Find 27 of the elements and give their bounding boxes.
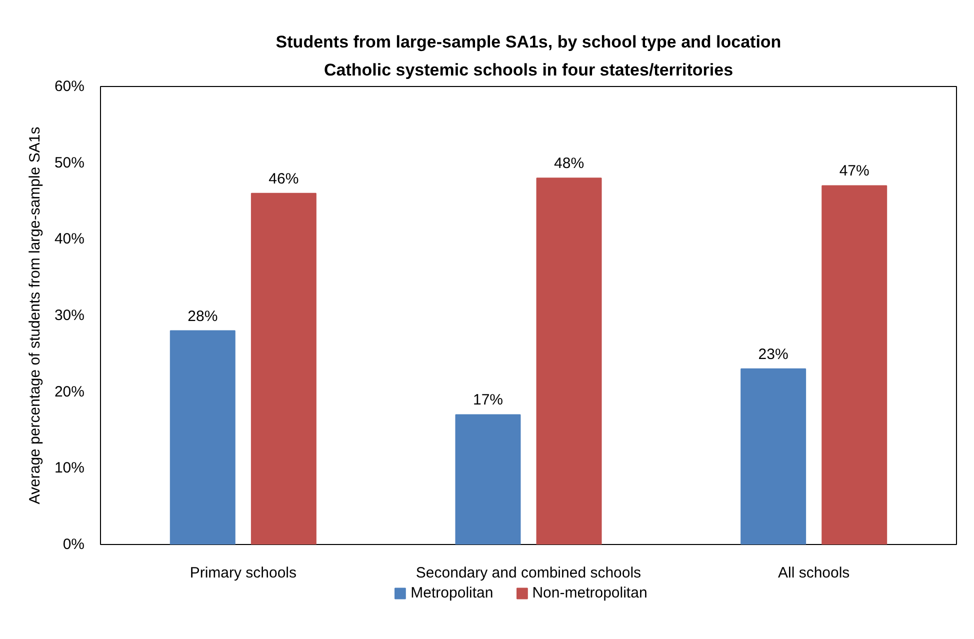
data-label: 47%	[839, 162, 870, 180]
x-tick-label: All schools	[778, 564, 850, 582]
y-tick-label: 10%	[54, 460, 85, 477]
y-tick-label: 50%	[54, 154, 85, 172]
x-tick-label: Primary schools	[190, 564, 297, 582]
y-tick-label: 20%	[54, 383, 85, 400]
bar	[740, 368, 806, 544]
chart-title: Students from large-sample SA1s, by school type and location	[276, 32, 782, 52]
chart-subtitle: Catholic systemic schools in four states/territories	[324, 60, 734, 80]
bar	[250, 192, 316, 544]
y-axis-title: Average percentage of students from large-sample SA1s	[26, 126, 44, 504]
bar	[455, 414, 521, 544]
data-label: 28%	[188, 308, 218, 325]
legend-label: Non-metropolitan	[532, 584, 648, 601]
x-tick-label: Secondary and combined schools	[416, 564, 642, 582]
data-label: 46%	[268, 170, 299, 188]
data-label: 48%	[554, 155, 584, 172]
data-label: 17%	[472, 392, 504, 409]
bar	[822, 185, 888, 544]
data-label: 23%	[758, 346, 788, 363]
y-tick-label: 40%	[54, 230, 85, 248]
y-tick-label: 60%	[54, 78, 85, 95]
bar	[170, 330, 236, 544]
y-tick-label: 0%	[62, 536, 85, 553]
y-tick-label: 30%	[54, 307, 85, 324]
bar	[536, 178, 602, 544]
legend-label: Metropolitan	[410, 584, 494, 601]
